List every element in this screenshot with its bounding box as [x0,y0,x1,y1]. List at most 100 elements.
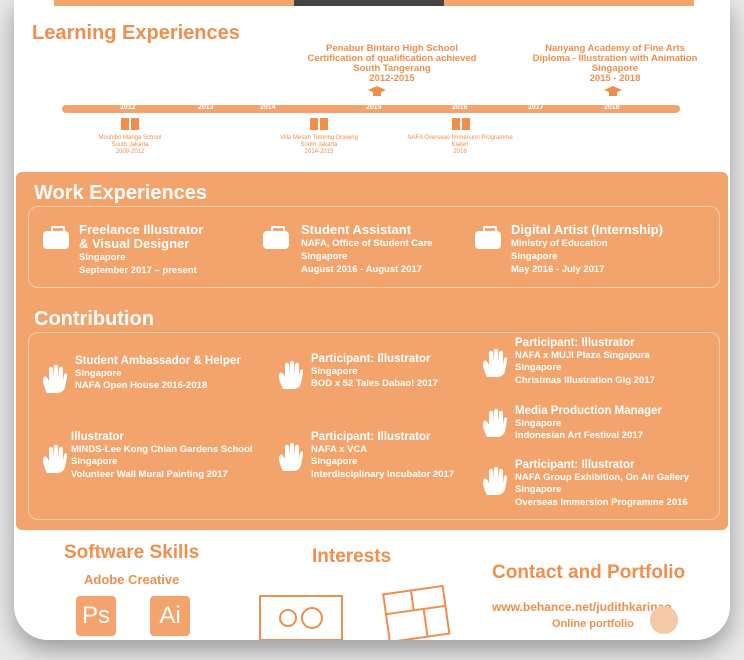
work-box: Freelance Illustrator & Visual Designer … [28,206,720,288]
year-label: 2016 [452,104,468,111]
edu-bottom-1: Moshibo Manga School South Jakarta 2009-… [70,135,190,156]
contribution-role: Participant: Illustrator [311,431,431,443]
edu-name: Moshibo Manga School [98,135,162,141]
contribution-role: Student Ambassador & Helper [75,355,241,367]
year-label: 2015 [366,104,382,111]
profile-photo [294,0,444,6]
contribution-line: NAFA Group Exhibition, On Air Gallery [515,471,690,483]
timeline-bar [62,105,680,113]
interests-title: Interests [312,546,392,567]
work-title-line: Student Assistant [301,222,412,237]
edu-place: Klaten [451,142,469,148]
edu-top-1: Penabur Bintaro High School Certificatio… [272,44,512,84]
edu-years: 2009-2012 [115,149,145,155]
work-item: Digital Artist (Internship) Ministry of … [511,223,663,276]
contribution-line: Christmas Illustration Gig 2017 [515,374,655,386]
edu-school: Nanyang Academy of Fine Arts [545,43,685,54]
work-place: Singapore [79,252,126,263]
hand-icon [483,349,507,377]
resume-card: Learning Experiences Penabur Bintaro Hig… [14,0,730,640]
skills-title: Software Skills [64,542,200,563]
hand-icon [43,445,67,473]
work-dates: September 2017 – present [79,265,197,276]
contribution-item: Illustrator MINDS-Lee Kong Chian Gardens… [71,431,253,481]
behance-badge-icon[interactable] [650,606,678,634]
contribution-line: Singapore [311,456,358,467]
skills-subtitle: Adobe Creative [84,572,180,587]
contribution-title: Contribution [34,308,154,330]
edu-school: Penabur Bintaro High School [326,43,458,54]
contribution-line: Singapore [515,484,562,495]
year-label: 2014 [260,104,276,111]
edu-place: South Tangerang [353,63,431,74]
book-icon [452,118,470,130]
illustrator-icon: Ai [150,596,190,636]
contribution-item: Media Production Manager Singapore Indon… [515,405,662,443]
contribution-item: Participant: Illustrator Singapore BOD x… [311,353,438,391]
contribution-role: Illustrator [71,431,125,443]
edu-years: 2015 - 2018 [589,73,641,84]
behance-link[interactable]: www.behance.net/judithkarinao [492,600,672,614]
contribution-line: Singapore [71,456,118,467]
work-title-line: Digital Artist (Internship) [511,222,663,237]
edu-top-2: Nanyang Academy of Fine Arts Diploma - I… [510,44,720,84]
edu-place: South Jakarta [111,142,149,148]
hand-icon [483,467,507,495]
work-dates: August 2016 - August 2017 [301,264,423,275]
year-label: 2017 [528,104,544,111]
briefcase-icon [43,226,69,249]
contribution-line: Singapore [311,365,358,377]
edu-years: 2014-2015 [304,149,334,155]
edu-years: 2016 [453,149,467,155]
contribution-line: Volunteer Wall Mural Painting 2017 [71,468,228,480]
contribution-item: Participant: Illustrator NAFA Group Exhi… [515,459,689,509]
edu-place: South Jakarta [300,142,338,148]
contribution-line: MINDS-Lee Kong Chian Gardens School [71,443,253,455]
year-label: 2018 [604,104,620,111]
hand-icon [279,361,303,389]
work-org: Ministry of Education [511,238,608,249]
year-label: 2013 [198,104,214,111]
learning-title: Learning Experiences [32,22,240,44]
contribution-line: Singapore [515,362,562,373]
contribution-line: Interdisciplinary Incubator 2017 [311,468,455,480]
contribution-line: Indonesian Art Festival 2017 [515,430,643,441]
graduation-cap-icon [368,86,386,96]
work-title-line: & Visual Designer [79,236,190,251]
contribution-line: NAFA Open House 2016-2018 [75,380,208,391]
edu-name: Villa Mesah Tutoring Drawing [280,135,358,141]
edu-detail: Certification of qualification achieved [307,53,477,64]
hand-icon [43,365,67,393]
graduation-cap-icon [604,86,622,96]
briefcase-icon [475,226,501,249]
contribution-box: Student Ambassador & Helper Singapore NA… [28,332,720,520]
edu-bottom-3: NAFA Overseas Immersion Programme Klaten… [390,135,530,156]
work-place: Singapore [301,251,348,262]
contribution-line: Singapore [75,367,122,379]
comic-panels-icon [382,584,451,640]
contribution-item: Participant: Illustrator NAFA x VCA Sing… [311,431,454,481]
edu-bottom-2: Villa Mesah Tutoring Drawing South Jakar… [254,135,384,156]
contribution-line: NAFA x VCA [311,443,368,455]
contribution-item: Student Ambassador & Helper Singapore NA… [75,355,241,393]
contribution-role: Media Production Manager [515,405,662,417]
contribution-role: Participant: Illustrator [515,459,635,471]
hand-icon [483,409,507,437]
briefcase-icon [263,226,289,249]
work-title: Work Experiences [34,182,208,204]
contribution-line: NAFA x MUJI Plaza Singapura [515,349,650,361]
drawing-icon [259,595,343,640]
work-place: Singapore [511,251,558,262]
edu-years: 2012-2015 [369,73,415,84]
work-org: NAFA, Office of Student Care [301,238,433,249]
contribution-line: Overseas Immersion Programme 2016 [515,496,688,508]
portfolio-label: Online portfolio [552,618,634,630]
experience-panel: Work Experiences Freelance Illustrator &… [16,172,728,530]
year-label: 2012 [120,104,136,111]
work-title-line: Freelance Illustrator [79,222,204,237]
work-item: Student Assistant NAFA, Office of Studen… [301,223,432,276]
contribution-line: Singapore [515,417,562,429]
work-dates: May 2016 - July 2017 [511,264,605,275]
edu-name: NAFA Overseas Immersion Programme [407,135,513,141]
contribution-role: Participant: Illustrator [515,337,635,349]
